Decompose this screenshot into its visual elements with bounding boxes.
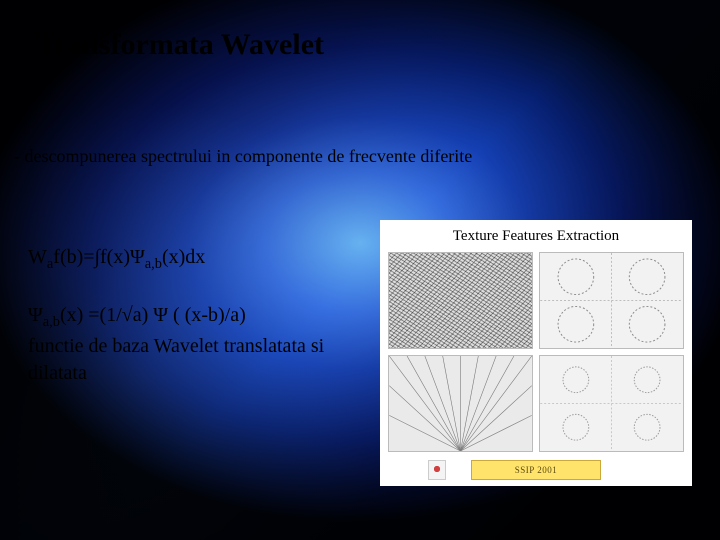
formula-description: functie de baza Wavelet translatata si d…: [28, 335, 324, 384]
slide-subtitle: - descompunerea spectrului in componente…: [14, 146, 472, 167]
figure-panel-rays: [388, 355, 533, 452]
rays-icon: [389, 356, 532, 451]
slide-title: Transformata Wavelet: [36, 28, 324, 62]
figure-panel-circles-large: [539, 252, 684, 349]
formula-text: Ψ: [28, 304, 43, 326]
figure-title: Texture Features Extraction: [380, 228, 692, 245]
figure-grid: [388, 252, 684, 452]
figure-panel-texture: [388, 252, 533, 349]
circles-small-icon: [540, 356, 683, 451]
formula-text: (x)dx: [162, 246, 205, 268]
formula-sub: a,b: [43, 314, 60, 330]
footer-logo-icon: [428, 460, 446, 480]
formula-text: (x) =(1/√a) Ψ ( (x-b)/a): [60, 304, 246, 326]
footer-badge: SSIP 2001: [471, 460, 601, 480]
formula-1: Waf(b)=∫f(x)Ψa,b(x)dx: [28, 244, 368, 274]
formula-sub: a,b: [145, 256, 162, 272]
formula-text: f(b)=∫f(x)Ψ: [53, 246, 144, 268]
figure-box: Texture Features Extraction: [380, 220, 692, 486]
circles-icon: [540, 253, 683, 348]
formula-text: W: [28, 246, 47, 268]
formula-2: Ψa,b(x) =(1/√a) Ψ ( (x-b)/a) functie de …: [28, 302, 368, 386]
figure-panel-circles-small: [539, 355, 684, 452]
formula-block: Waf(b)=∫f(x)Ψa,b(x)dx Ψa,b(x) =(1/√a) Ψ …: [28, 244, 368, 387]
